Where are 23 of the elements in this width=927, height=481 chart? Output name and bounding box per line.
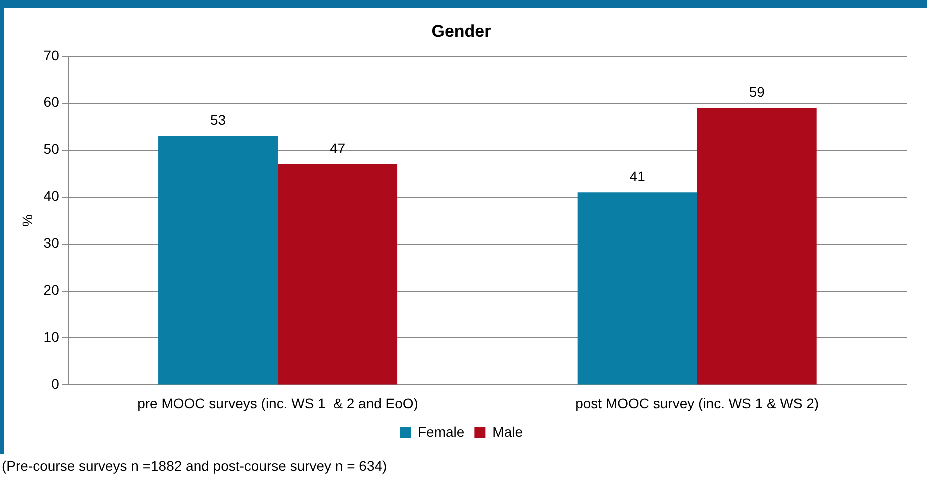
data-label: 47 — [330, 140, 346, 156]
x-tick-label: post MOOC survey (inc. WS 1 & WS 2) — [576, 395, 820, 412]
data-label: 41 — [630, 168, 646, 184]
text: (Pre-course surveys n =1882 and post-course survey n = 634) — [2, 458, 388, 474]
bar — [278, 164, 398, 385]
bar — [158, 136, 278, 385]
data-label: 59 — [749, 84, 766, 100]
data-label: 53 — [210, 112, 226, 128]
y-tick-label: 60 — [44, 94, 60, 110]
y-tick-label: 20 — [44, 282, 60, 298]
y-tick-label: 0 — [52, 376, 60, 392]
bar — [697, 108, 817, 385]
y-tick-label: 40 — [44, 188, 60, 204]
x-tick-label: pre MOOC surveys (inc. WS 1 & 2 and EoO) — [138, 395, 418, 412]
chart-title: Gender — [432, 22, 492, 41]
bar — [578, 192, 698, 385]
y-axis-title: % — [19, 214, 36, 228]
legend-label: Male — [492, 424, 524, 440]
y-tick-label: 50 — [44, 141, 60, 158]
y-tick-label: 30 — [44, 235, 60, 252]
legend-label: Female — [418, 424, 465, 440]
y-tick-label: 10 — [44, 329, 60, 346]
y-tick-label: 70 — [44, 47, 60, 64]
